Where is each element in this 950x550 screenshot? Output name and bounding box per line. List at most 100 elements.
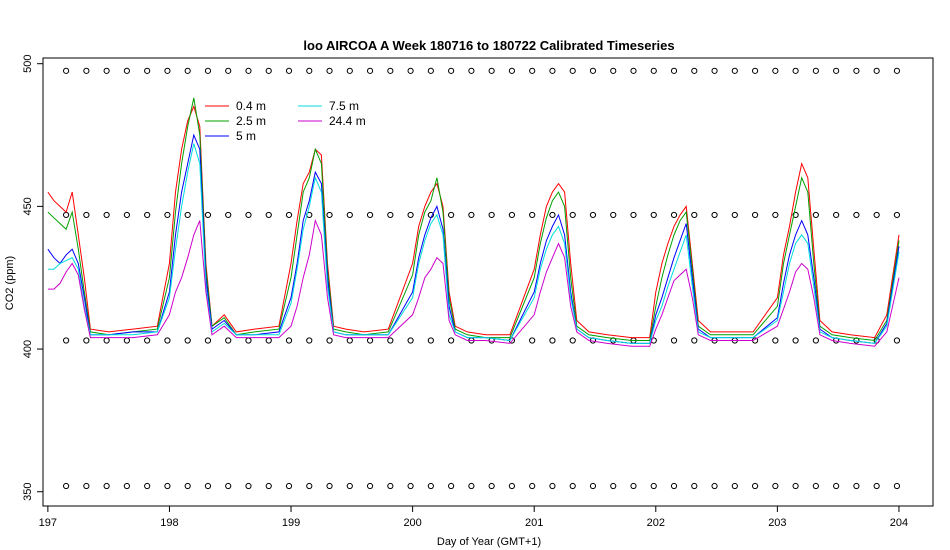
reference-marker <box>366 337 374 344</box>
reference-marker <box>650 67 657 74</box>
legend-label: 24.4 m <box>329 114 366 128</box>
reference-marker <box>326 337 333 344</box>
reference-marker <box>265 482 272 490</box>
reference-marker <box>670 67 678 74</box>
x-axis-label: Day of Year (GMT+1) <box>437 536 541 548</box>
reference-marker <box>387 211 394 219</box>
reference-marker <box>508 211 516 219</box>
reference-marker <box>610 211 617 219</box>
reference-marker <box>184 482 191 490</box>
plot-frame <box>42 57 934 507</box>
reference-marker <box>731 67 738 74</box>
legend-label: 7.5 m <box>329 99 359 113</box>
reference-marker <box>285 211 293 219</box>
reference-marker <box>833 211 840 219</box>
reference-marker <box>529 482 536 490</box>
y-axis: 350 400 450 500 <box>22 55 43 501</box>
reference-marker <box>265 211 272 219</box>
reference-marker <box>366 67 374 74</box>
reference-marker <box>448 67 455 74</box>
reference-marker <box>245 482 252 490</box>
reference-marker <box>103 337 110 344</box>
x-tick-label: 199 <box>282 517 300 529</box>
reference-marker <box>144 211 151 219</box>
reference-marker <box>448 211 455 219</box>
reference-marker <box>285 67 293 74</box>
reference-marker <box>549 482 556 490</box>
reference-marker <box>427 337 434 344</box>
reference-marker <box>772 67 779 74</box>
reference-marker <box>103 482 110 490</box>
reference-marker <box>751 67 759 74</box>
reference-marker <box>204 67 212 74</box>
reference-marker <box>833 482 840 490</box>
reference-marker <box>772 482 779 490</box>
reference-marker <box>549 211 556 219</box>
reference-marker <box>103 67 110 74</box>
reference-marker <box>427 67 434 74</box>
reference-marker <box>448 482 455 490</box>
reference-marker <box>812 211 819 219</box>
reference-marker <box>103 211 110 219</box>
reference-marker <box>529 337 536 344</box>
reference-marker <box>893 211 901 219</box>
reference-marker <box>204 482 212 490</box>
reference-marker <box>853 482 860 490</box>
reference-marker <box>792 67 799 74</box>
reference-marker <box>751 482 759 490</box>
reference-marker <box>346 211 353 219</box>
reference-marker <box>731 211 738 219</box>
reference-marker <box>306 337 313 344</box>
reference-marker <box>407 337 414 344</box>
reference-marker <box>488 211 495 219</box>
x-tick-label: 201 <box>525 517 543 529</box>
x-tick-label: 203 <box>768 517 786 529</box>
reference-marker <box>83 211 90 219</box>
reference-marker <box>711 211 718 219</box>
x-tick-label: 197 <box>39 517 57 529</box>
reference-marker <box>144 482 151 490</box>
series-line-5 <box>47 218 900 347</box>
reference-marker <box>123 482 130 490</box>
reference-marker <box>893 67 901 74</box>
reference-marker <box>204 337 212 344</box>
reference-marker <box>83 67 90 74</box>
reference-marker <box>366 211 374 219</box>
reference-marker <box>792 211 799 219</box>
reference-marker <box>225 67 232 74</box>
reference-marker <box>670 211 678 219</box>
reference-marker <box>326 482 333 490</box>
series-line-3 <box>47 133 900 344</box>
reference-marker <box>83 482 90 490</box>
series-line-2 <box>47 97 900 342</box>
reference-marker <box>326 211 333 219</box>
y-axis-label: CO2 (ppm) <box>4 256 16 310</box>
reference-marker <box>468 211 475 219</box>
reference-marker <box>306 67 313 74</box>
reference-marker <box>873 482 880 490</box>
x-tick-label: 200 <box>403 517 421 529</box>
reference-marker <box>711 482 718 490</box>
reference-marker <box>569 211 576 219</box>
legend: 0.4 m2.5 m5 m 7.5 m24.4 m <box>205 99 366 143</box>
reference-marker <box>529 211 536 219</box>
series-line-4 <box>47 143 900 344</box>
reference-marker <box>812 482 819 490</box>
legend-label: 2.5 m <box>236 114 266 128</box>
reference-marker <box>468 67 475 74</box>
reference-marker <box>164 67 171 74</box>
reference-marker <box>164 337 171 344</box>
reference-marker <box>691 337 698 344</box>
reference-marker <box>184 337 191 344</box>
y-tick-label: 450 <box>22 197 34 215</box>
y-tick-label: 500 <box>22 55 34 73</box>
x-tick-label: 198 <box>160 517 178 529</box>
reference-marker <box>387 482 394 490</box>
reference-marker <box>873 67 880 74</box>
reference-marker <box>83 337 90 344</box>
reference-marker <box>265 67 272 74</box>
reference-marker <box>853 67 860 74</box>
reference-marker <box>346 67 353 74</box>
reference-marker <box>265 337 272 344</box>
reference-markers <box>63 67 901 490</box>
